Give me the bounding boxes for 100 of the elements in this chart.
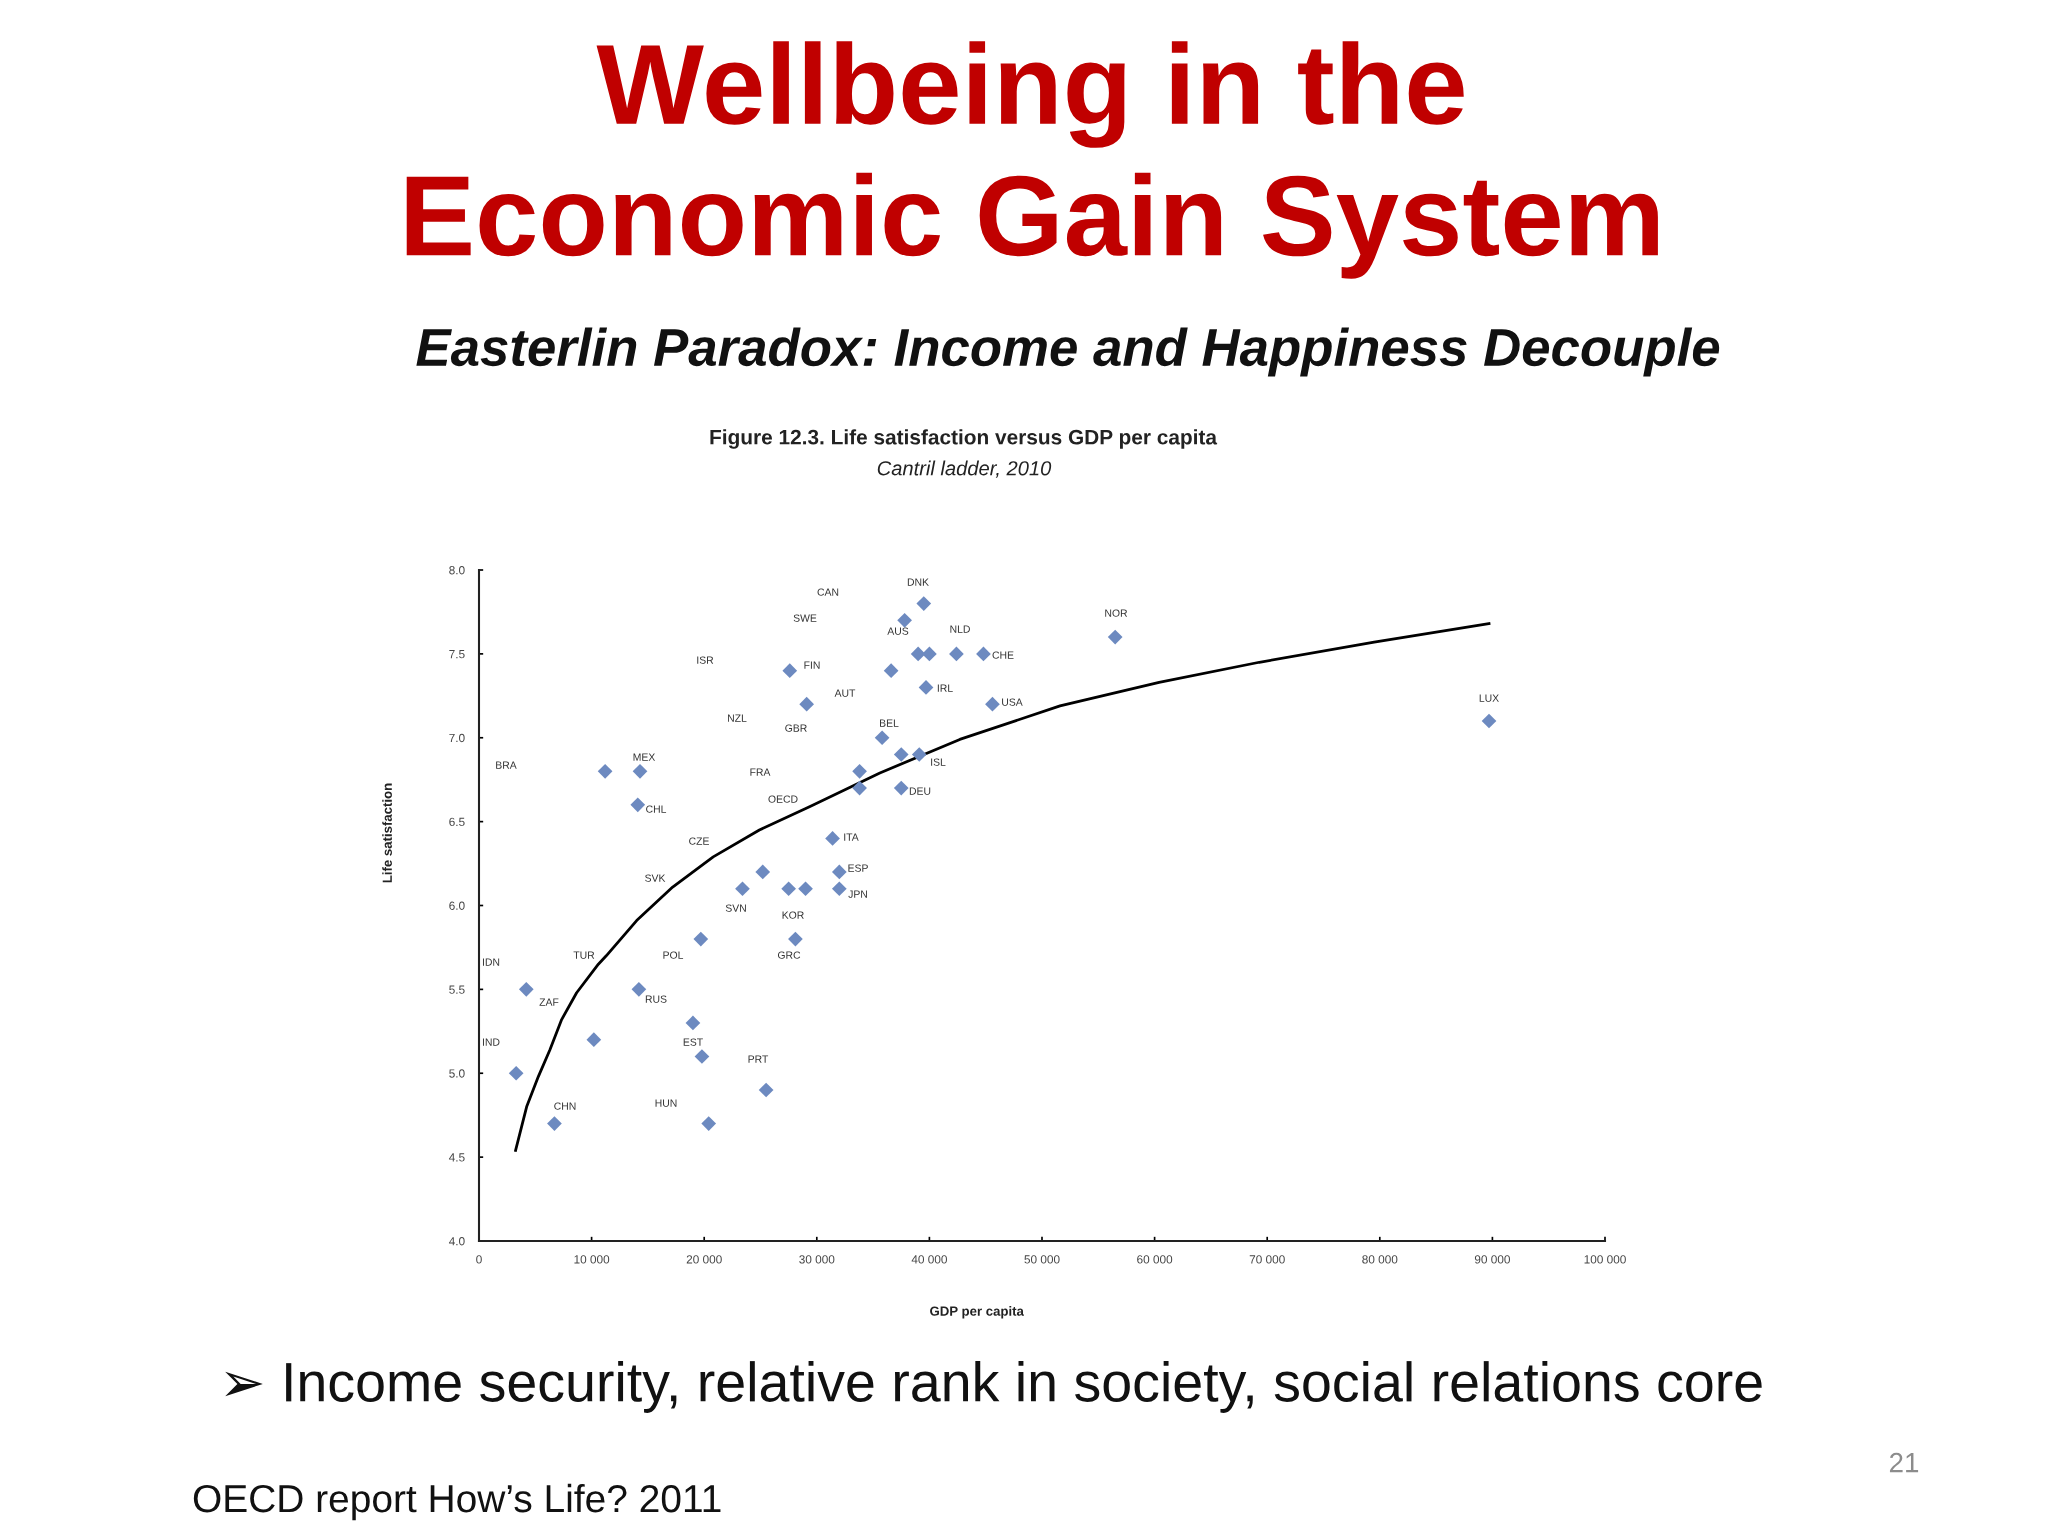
- y-tick-label: 5.0: [449, 1069, 465, 1078]
- text: 21: [1889, 1452, 1919, 1473]
- y-tick-label: 6.0: [449, 901, 465, 910]
- point: [831, 864, 847, 880]
- point: [631, 982, 647, 997]
- y-axis-title: Life satisfaction: [382, 783, 392, 883]
- annotation: GBR: [785, 724, 807, 732]
- annotation: FIN: [804, 661, 820, 669]
- annotation: AUT: [834, 689, 856, 697]
- point: [782, 663, 798, 678]
- annotation: JPN: [848, 890, 867, 898]
- point: [911, 747, 927, 762]
- point: [758, 1082, 774, 1098]
- annotation: PRT: [748, 1055, 769, 1063]
- annotation: CHL: [646, 805, 667, 813]
- annotation: SWE: [793, 614, 817, 622]
- x-tick-label: 50 000: [1024, 1255, 1060, 1264]
- annotation: EST: [683, 1038, 703, 1046]
- chart-subtitle: Easterlin Paradox: Income and Happiness Decouple: [416, 327, 1720, 377]
- text: ➢ Income security, relative rank in society, social relations core: [225, 1361, 1762, 1413]
- text: Cantril ladder, 2010: [877, 460, 1052, 478]
- y-tick-label: 4.5: [448, 1153, 465, 1162]
- annotation: NLD: [950, 625, 970, 633]
- point: [508, 1065, 524, 1081]
- x-tick-label: 90 000: [1474, 1255, 1510, 1264]
- annotation: CHN: [554, 1102, 576, 1110]
- annotation: ITA: [844, 833, 859, 841]
- annotation: HUN: [655, 1099, 677, 1107]
- annotation: CZE: [689, 837, 709, 845]
- point: [547, 1116, 562, 1131]
- text: OECD report How’s Life? 2011: [193, 1483, 721, 1521]
- x-tick-label: 0: [476, 1255, 482, 1264]
- annotation: ISR: [697, 656, 714, 664]
- point: [755, 864, 771, 880]
- point: [852, 780, 867, 796]
- point: [1107, 629, 1123, 645]
- point: [918, 680, 934, 695]
- point: [694, 1049, 710, 1064]
- point: [781, 881, 796, 897]
- annotation: DNK: [907, 578, 929, 586]
- x-tick-label: 10 000: [574, 1255, 610, 1264]
- point: [586, 1032, 602, 1048]
- point: [831, 881, 847, 897]
- annotation: FRA: [750, 768, 771, 776]
- annotation: SVN: [725, 904, 746, 912]
- point: [597, 763, 613, 779]
- annotation: RUS: [645, 995, 667, 1003]
- point: [788, 931, 803, 947]
- point: [976, 646, 991, 662]
- point: [825, 831, 840, 846]
- x-axis-title: GDP per capita: [930, 1306, 1024, 1319]
- x-tick-label: 100 000: [1584, 1255, 1626, 1264]
- point: [701, 1116, 717, 1131]
- point: [630, 797, 646, 813]
- caption: Figure 12.3. Life satisfaction versus GDP per capita: [710, 429, 1218, 449]
- y-tick-label: 8.0: [449, 566, 465, 575]
- x-tick-label: 70 000: [1249, 1255, 1285, 1264]
- point: [852, 763, 867, 779]
- x-tick-label: 80 000: [1362, 1255, 1398, 1264]
- point: [799, 696, 815, 712]
- annotation: ESP: [848, 864, 868, 872]
- point: [910, 646, 926, 662]
- annotation: IRL: [937, 684, 953, 692]
- annotation: BRA: [496, 761, 517, 769]
- annotation: KOR: [782, 911, 804, 919]
- x-tick-label: 20 000: [686, 1255, 722, 1264]
- annotation: IDN: [482, 958, 500, 966]
- x-tick-label: 30 000: [799, 1255, 835, 1264]
- annotation: AUS: [887, 627, 909, 635]
- y-tick-label: 5.5: [449, 985, 465, 994]
- y-tick-label: 4.0: [448, 1237, 465, 1246]
- y-tick-label: 7.0: [449, 733, 465, 743]
- y-tick-label: 7.5: [449, 650, 465, 659]
- point: [518, 982, 534, 997]
- annotation: GRC: [777, 951, 801, 959]
- point: [1481, 713, 1497, 729]
- annotation: OECD: [768, 795, 798, 803]
- annotation: NZL: [728, 714, 747, 722]
- point: [985, 696, 1000, 712]
- chart-title: Wellbeing in the Economic Gain System: [406, 41, 1658, 279]
- point: [685, 1015, 701, 1031]
- annotation: TUR: [573, 951, 595, 959]
- point: [693, 931, 709, 947]
- annotation: BEL: [880, 719, 899, 727]
- annotation: CHE: [992, 651, 1014, 659]
- annotation: ZAF: [539, 998, 559, 1006]
- annotation: MEX: [633, 753, 656, 761]
- annotation: ISL: [931, 758, 946, 766]
- annotation: LUX: [1479, 694, 1499, 702]
- point: [897, 612, 912, 628]
- annotation: POL: [663, 951, 684, 959]
- point: [798, 881, 813, 897]
- annotation: NOR: [1105, 609, 1128, 617]
- annotation: USA: [1002, 698, 1023, 706]
- point: [632, 763, 648, 779]
- point: [874, 730, 890, 746]
- point: [922, 646, 937, 662]
- point: [883, 663, 899, 678]
- point: [893, 747, 909, 762]
- annotation: IND: [482, 1038, 500, 1046]
